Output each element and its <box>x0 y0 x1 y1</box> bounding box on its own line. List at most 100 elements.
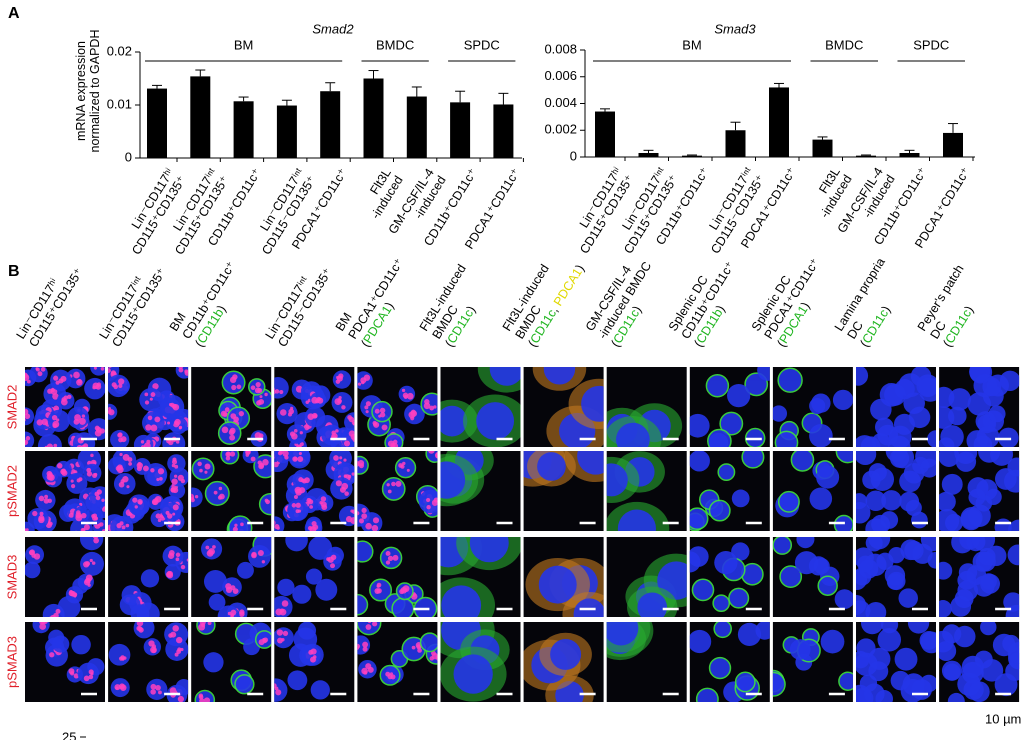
nucleus <box>975 551 996 572</box>
speckle <box>362 646 368 652</box>
speckle <box>137 498 143 505</box>
speckle <box>357 511 360 516</box>
speckle <box>344 491 349 496</box>
nucleus <box>888 547 905 564</box>
cells <box>217 370 272 447</box>
speckle <box>231 384 237 391</box>
micrograph <box>856 622 936 702</box>
speckle <box>257 460 263 465</box>
cells <box>606 451 670 531</box>
nucleus <box>951 537 974 554</box>
bar <box>493 104 514 158</box>
micrograph <box>191 451 272 531</box>
speckle <box>50 614 56 617</box>
nucleus <box>994 518 1012 531</box>
speckle <box>47 388 53 394</box>
speckle <box>168 439 174 446</box>
micrograph <box>939 367 1020 447</box>
speckle <box>290 406 294 410</box>
micrograph <box>689 367 770 447</box>
speckle <box>222 412 228 417</box>
nucleus <box>573 598 604 617</box>
speckle <box>39 511 44 516</box>
speckle <box>118 481 125 488</box>
cells <box>274 370 355 447</box>
speckle <box>238 411 245 417</box>
speckle <box>330 554 337 561</box>
speckle <box>25 439 29 446</box>
nucleus <box>695 687 719 702</box>
speckle <box>175 552 181 558</box>
speckle <box>180 564 186 570</box>
speckle <box>236 384 242 390</box>
micrograph <box>191 622 272 702</box>
nucleus <box>808 556 829 576</box>
speckle <box>206 549 214 557</box>
speckle <box>259 395 263 399</box>
speckle <box>83 524 90 531</box>
speckle <box>132 497 138 503</box>
y-tick-label: 0.008 <box>544 41 577 56</box>
nucleus <box>772 671 786 697</box>
speckle <box>293 429 298 433</box>
bar <box>320 91 341 158</box>
speckle <box>371 524 379 531</box>
micrograph <box>274 622 355 702</box>
speckle <box>138 627 144 633</box>
nucleus <box>809 487 833 511</box>
speckle <box>264 392 268 397</box>
speckle <box>38 516 45 524</box>
speckle <box>49 652 55 658</box>
speckle <box>279 409 287 416</box>
nucleus <box>453 654 493 694</box>
micrograph <box>523 622 604 702</box>
speckle <box>136 462 143 469</box>
nucleus <box>809 423 833 447</box>
speckle <box>338 373 344 379</box>
speckle <box>78 417 86 425</box>
nucleus <box>838 671 853 691</box>
cells <box>532 367 604 447</box>
cells <box>856 537 936 617</box>
speckle <box>35 367 40 372</box>
cells <box>772 367 853 447</box>
panel-label: B <box>8 263 20 280</box>
speckle <box>367 622 372 624</box>
nucleus <box>581 385 604 422</box>
speckle <box>145 424 152 431</box>
speckle <box>213 490 218 495</box>
nucleus <box>927 430 936 447</box>
speckle <box>95 360 101 366</box>
nucleus <box>894 379 915 400</box>
speckle <box>175 557 180 562</box>
micrograph <box>939 537 1020 617</box>
nucleus <box>274 678 288 702</box>
speckle <box>429 451 433 452</box>
speckle <box>46 443 53 447</box>
speckle <box>172 504 179 511</box>
speckle <box>358 463 365 469</box>
speckle <box>277 451 283 456</box>
row-label: pSMAD3 <box>4 636 19 688</box>
cells <box>523 451 604 487</box>
nucleus <box>939 491 956 512</box>
nucleus <box>856 652 878 676</box>
speckle <box>335 480 342 487</box>
nucleus <box>287 670 308 691</box>
nucleus <box>80 551 105 576</box>
cells <box>689 622 770 702</box>
speckle <box>361 507 367 514</box>
cells <box>440 537 521 617</box>
nucleus <box>25 561 41 579</box>
speckle <box>264 498 269 503</box>
speckle <box>279 608 287 616</box>
micrograph <box>108 451 189 531</box>
speckle <box>240 522 244 527</box>
nucleus <box>790 451 815 472</box>
nucleus <box>856 502 871 524</box>
speckle <box>218 486 223 491</box>
speckle <box>53 443 58 447</box>
nucleus <box>971 537 996 552</box>
bar <box>190 76 211 158</box>
cells <box>689 367 770 447</box>
